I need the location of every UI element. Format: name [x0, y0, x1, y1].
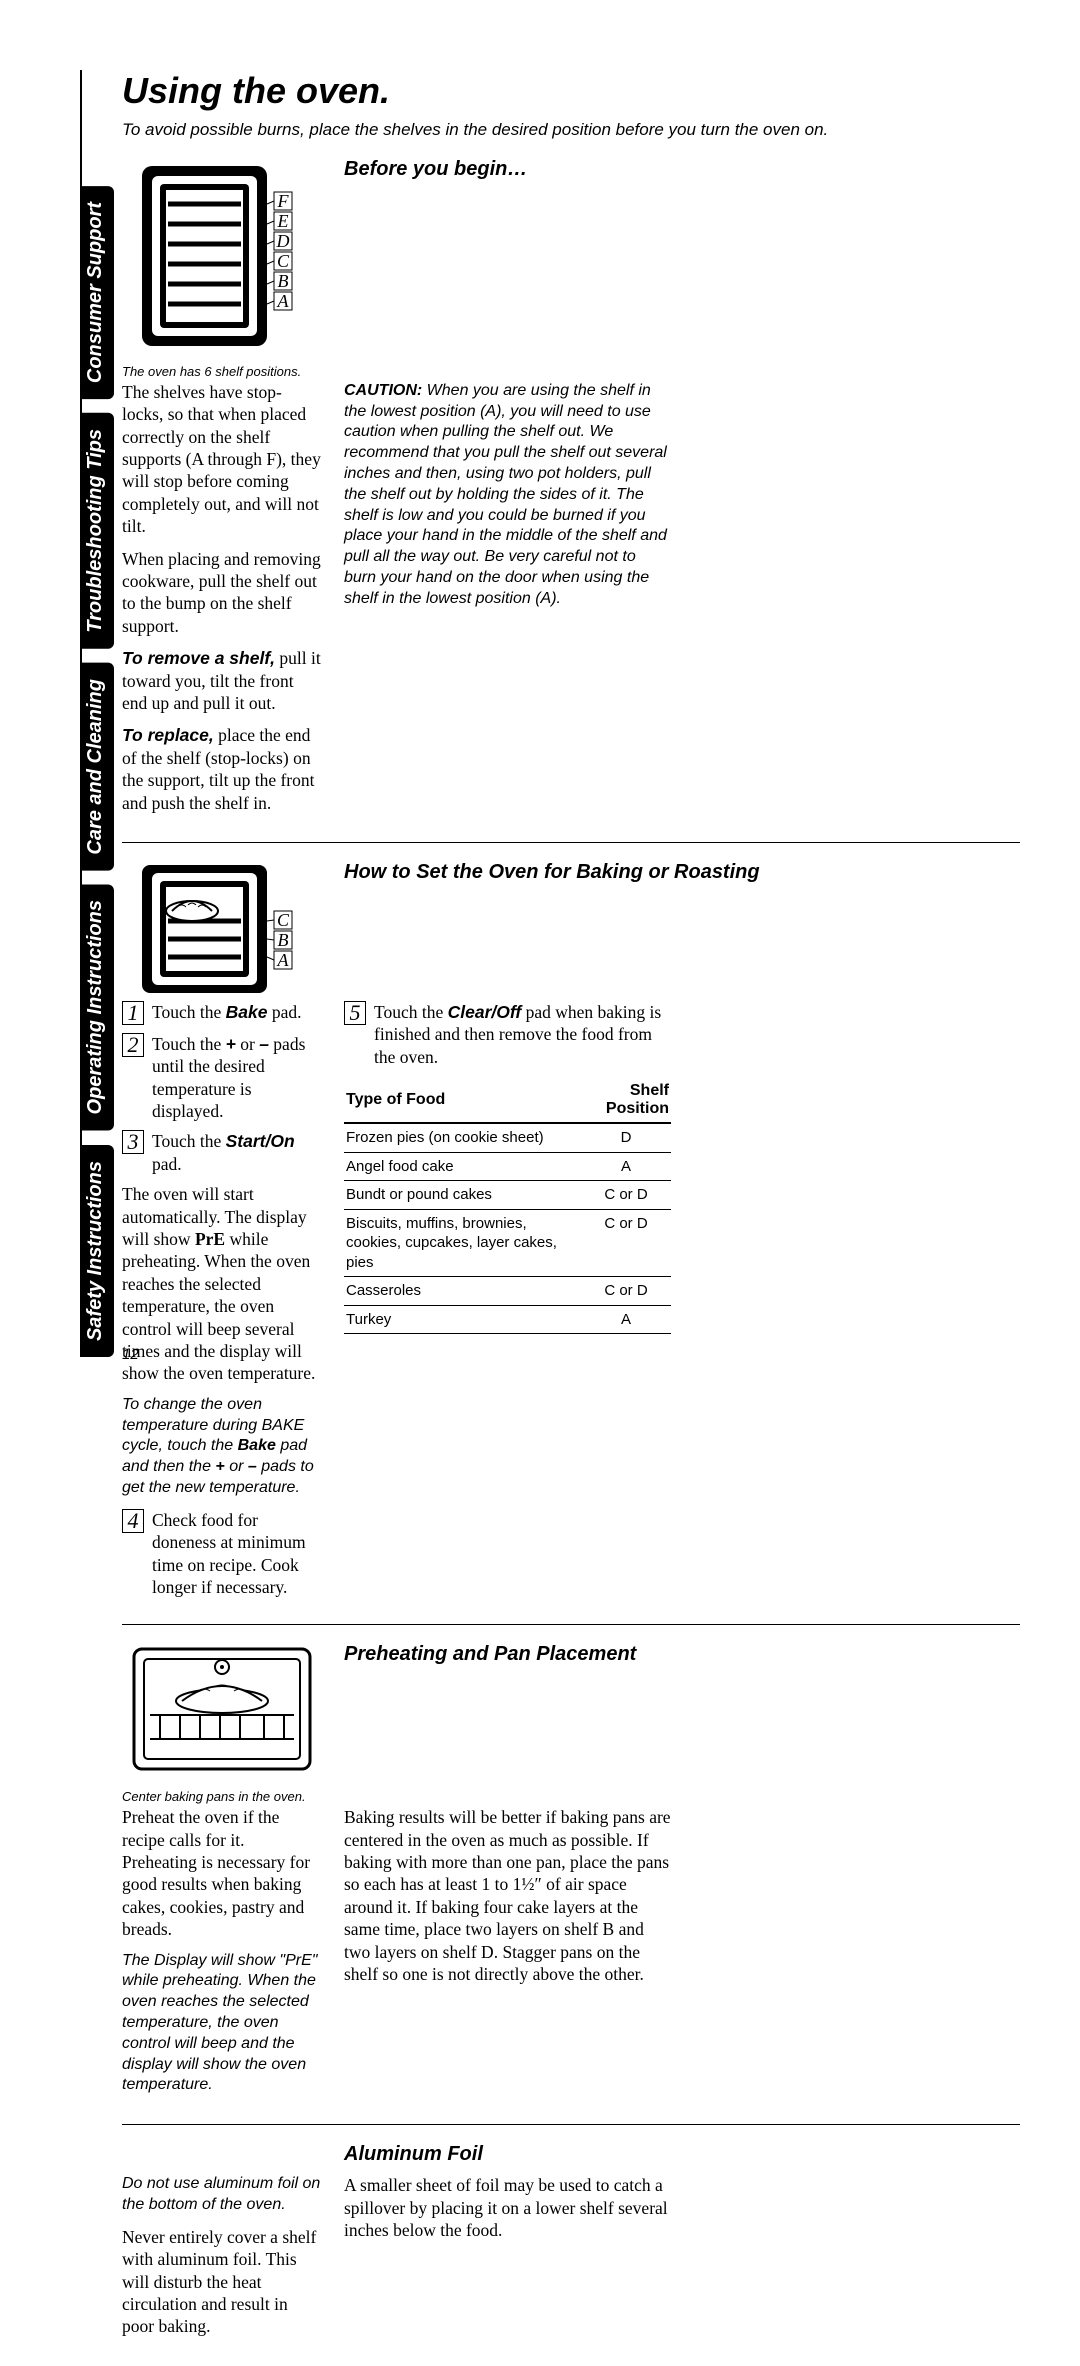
body-text: Never entirely cover a shelf with alumin… — [122, 2226, 322, 2338]
caution-text: CAUTION: When you are using the shelf in… — [344, 381, 671, 610]
section-col-1: 1Touch the Bake pad. 2Touch the + or – p… — [122, 1001, 322, 1606]
table-row: TurkeyA — [344, 1305, 671, 1334]
page-intro: To avoid possible burns, place the shelv… — [122, 120, 1020, 140]
side-tabs: Safety Instructions Operating Instructio… — [80, 70, 114, 1357]
svg-text:E: E — [277, 211, 289, 231]
section-col-1: Preheat the oven if the recipe calls for… — [122, 1806, 322, 2106]
section-col-2: A smaller sheet of foil may be used to c… — [344, 2174, 671, 2348]
page-number: 12 — [122, 1346, 139, 1363]
table-row: Frozen pies (on cookie sheet)D — [344, 1123, 671, 1152]
body-text: Preheat the oven if the recipe calls for… — [122, 1806, 322, 1940]
shelf-position-table: Type of Food Shelf Position Frozen pies … — [344, 1078, 671, 1334]
section-preheating: Center baking pans in the oven. Preheati… — [122, 1643, 1020, 2125]
step-4: 4Check food for doneness at minimum time… — [122, 1509, 322, 1599]
tab-operating: Operating Instructions — [80, 884, 114, 1130]
step-3: 3Touch the Start/On pad. — [122, 1130, 322, 1175]
body-text: The oven will start automatically. The d… — [122, 1183, 322, 1385]
oven-baking-illustration: C B A — [122, 861, 322, 1001]
step-5: 5Touch the Clear/Off pad when baking is … — [344, 1001, 671, 1068]
table-header: Type of Food — [344, 1078, 581, 1123]
svg-text:A: A — [277, 950, 290, 970]
pan-placement-illustration: Center baking pans in the oven. — [122, 1643, 322, 1806]
body-text: To replace, place the end of the shelf (… — [122, 724, 322, 814]
section-heading: Before you begin… — [344, 158, 1020, 373]
table-row: Biscuits, muffins, brownies, cookies, cu… — [344, 1209, 671, 1277]
section-col-2: Baking results will be better if baking … — [344, 1806, 671, 2106]
table-row: Angel food cakeA — [344, 1152, 671, 1181]
note-text: To change the oven temperature during BA… — [122, 1395, 322, 1499]
svg-text:C: C — [277, 251, 290, 271]
body-text: To remove a shelf, pull it toward you, t… — [122, 647, 322, 714]
warning-text: Do not use aluminum foil on the bottom o… — [122, 2174, 322, 2216]
svg-text:B: B — [278, 930, 289, 950]
svg-text:A: A — [277, 291, 290, 311]
illustration-caption: The oven has 6 shelf positions. — [122, 364, 322, 381]
tab-safety: Safety Instructions — [80, 1145, 114, 1357]
section-col-2: CAUTION: When you are using the shelf in… — [344, 381, 671, 824]
tab-troubleshooting: Troubleshooting Tips — [80, 413, 114, 649]
body-text: The shelves have stop-locks, so that whe… — [122, 381, 322, 538]
section-col-1: Do not use aluminum foil on the bottom o… — [122, 2174, 322, 2348]
page-title: Using the oven. — [122, 70, 1020, 112]
svg-text:F: F — [277, 191, 290, 211]
section-heading: How to Set the Oven for Baking or Roasti… — [344, 861, 1020, 993]
section-aluminum-foil: Aluminum Foil Do not use aluminum foil o… — [122, 2143, 1020, 2366]
step-1: 1Touch the Bake pad. — [122, 1001, 322, 1025]
section-before-you-begin: F E D C B A — [122, 158, 1020, 843]
step-2: 2Touch the + or – pads until the desired… — [122, 1033, 322, 1123]
svg-text:D: D — [276, 231, 290, 251]
svg-text:B: B — [278, 271, 289, 291]
note-text: The Display will show "PrE" while prehea… — [122, 1951, 322, 2097]
body-text: When placing and removing cookware, pull… — [122, 548, 322, 638]
body-text: A smaller sheet of foil may be used to c… — [344, 2174, 671, 2241]
table-header: Shelf Position — [581, 1078, 671, 1123]
section-how-to-set: C B A How to Set the Oven for Baking or … — [122, 861, 1020, 1625]
section-heading: Aluminum Foil — [344, 2143, 1020, 2166]
illustration-caption: Center baking pans in the oven. — [122, 1789, 322, 1806]
svg-text:C: C — [277, 910, 290, 930]
table-row: Bundt or pound cakesC or D — [344, 1181, 671, 1210]
table-row: CasserolesC or D — [344, 1277, 671, 1306]
manual-page: Safety Instructions Operating Instructio… — [80, 70, 1020, 1357]
section-heading: Preheating and Pan Placement — [344, 1643, 1020, 1798]
body-text: Baking results will be better if baking … — [344, 1806, 671, 1985]
section-col-1: The shelves have stop-locks, so that whe… — [122, 381, 322, 824]
oven-6-shelf-illustration: F E D C B A — [122, 158, 322, 381]
empty-illustration — [122, 2143, 322, 2174]
section-col-2: 5Touch the Clear/Off pad when baking is … — [344, 1001, 671, 1606]
tab-care: Care and Cleaning — [80, 663, 114, 871]
tab-support: Consumer Support — [80, 186, 114, 399]
